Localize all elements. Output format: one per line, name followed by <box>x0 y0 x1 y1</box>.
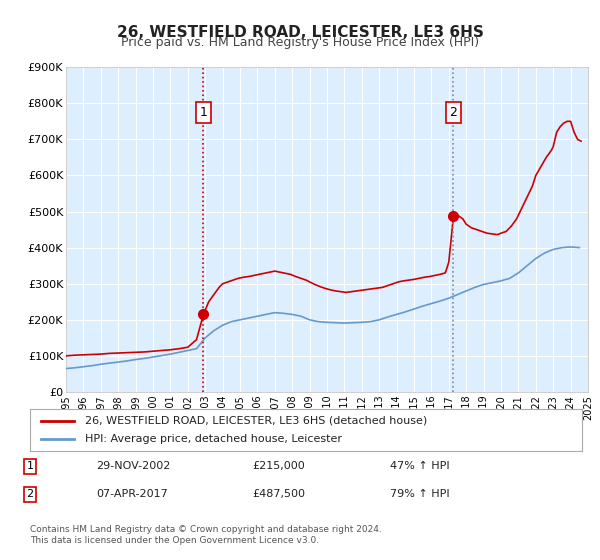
Text: 26, WESTFIELD ROAD, LEICESTER, LE3 6HS (detached house): 26, WESTFIELD ROAD, LEICESTER, LE3 6HS (… <box>85 416 427 426</box>
Text: 1: 1 <box>200 106 208 119</box>
Text: Price paid vs. HM Land Registry's House Price Index (HPI): Price paid vs. HM Land Registry's House … <box>121 36 479 49</box>
Text: 26, WESTFIELD ROAD, LEICESTER, LE3 6HS: 26, WESTFIELD ROAD, LEICESTER, LE3 6HS <box>116 25 484 40</box>
Text: £487,500: £487,500 <box>252 489 305 500</box>
Text: 2: 2 <box>449 106 457 119</box>
Text: HPI: Average price, detached house, Leicester: HPI: Average price, detached house, Leic… <box>85 434 342 444</box>
Text: 79% ↑ HPI: 79% ↑ HPI <box>390 489 449 500</box>
Text: £215,000: £215,000 <box>252 461 305 472</box>
Text: 1: 1 <box>26 461 34 472</box>
Text: Contains HM Land Registry data © Crown copyright and database right 2024.
This d: Contains HM Land Registry data © Crown c… <box>30 525 382 545</box>
Text: 2: 2 <box>26 489 34 500</box>
Text: 29-NOV-2002: 29-NOV-2002 <box>96 461 170 472</box>
Text: 07-APR-2017: 07-APR-2017 <box>96 489 168 500</box>
Text: 47% ↑ HPI: 47% ↑ HPI <box>390 461 449 472</box>
